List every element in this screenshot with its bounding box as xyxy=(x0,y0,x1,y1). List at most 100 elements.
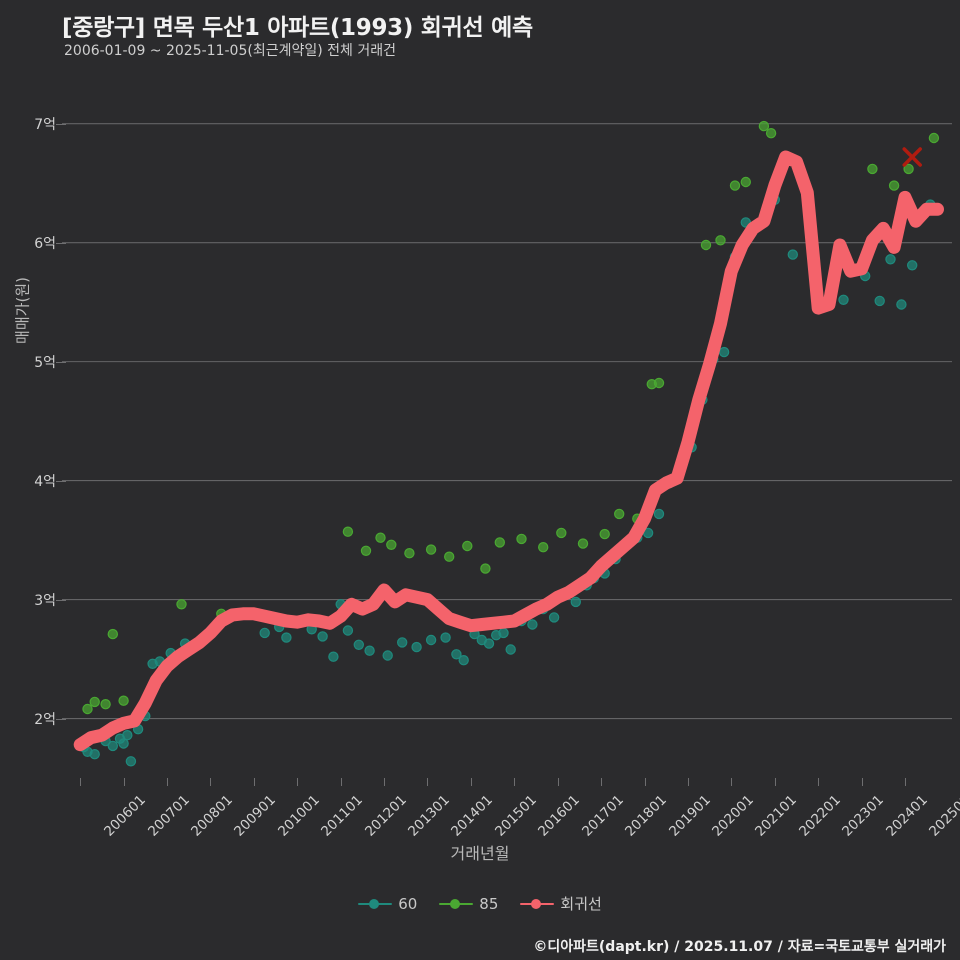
data-point xyxy=(718,346,730,358)
data-point xyxy=(411,641,422,653)
y-tick-mark xyxy=(56,718,66,720)
x-tick-label: 201101 xyxy=(318,792,367,840)
x-tick-label: 201701 xyxy=(578,792,627,840)
x-tick-mark xyxy=(904,778,906,786)
data-point xyxy=(874,295,885,307)
data-point xyxy=(360,545,372,556)
chart-legend: 60 85 회귀선 xyxy=(0,893,960,914)
data-point xyxy=(89,749,100,760)
data-point xyxy=(425,544,437,555)
data-point xyxy=(281,632,292,643)
x-tick-label: 201901 xyxy=(665,792,714,840)
y-tick-mark xyxy=(56,480,66,482)
data-point xyxy=(342,625,354,636)
x-tick-mark xyxy=(253,778,255,786)
data-point xyxy=(328,651,339,662)
x-tick-mark xyxy=(80,778,82,786)
x-tick-label: 200801 xyxy=(188,792,236,840)
data-point xyxy=(700,239,712,251)
plot-area xyxy=(62,88,952,778)
x-tick-mark xyxy=(297,778,299,786)
data-point xyxy=(382,650,393,661)
x-tick-label: 200601 xyxy=(101,792,150,840)
legend-label: 회귀선 xyxy=(560,895,602,913)
outlier-marker xyxy=(902,147,922,167)
data-point xyxy=(867,163,878,175)
data-point xyxy=(653,377,665,389)
data-point xyxy=(715,235,726,246)
x-tick-label: 202501 xyxy=(926,792,960,840)
data-point xyxy=(903,163,914,175)
x-tick-mark xyxy=(861,778,863,786)
y-axis-ticks: 2억 3억 4억 5억 6억 7억 xyxy=(0,88,66,778)
data-point xyxy=(100,699,111,710)
data-point xyxy=(896,299,907,310)
x-tick-label: 201301 xyxy=(405,792,453,840)
data-point xyxy=(342,526,354,537)
x-tick-mark xyxy=(644,778,646,786)
data-point xyxy=(122,730,133,741)
x-tick-mark xyxy=(384,778,386,786)
data-point xyxy=(176,599,187,610)
legend-swatch-icon xyxy=(358,898,393,910)
y-tick-label: 4억 xyxy=(34,473,56,490)
y-tick-label: 5억 xyxy=(34,354,56,371)
data-point xyxy=(89,696,100,708)
data-point xyxy=(425,634,437,646)
data-point xyxy=(364,645,375,656)
page-subtitle: 2006-01-09 ~ 2025-11-05(최근계약일) 전체 거래건 xyxy=(64,43,396,59)
data-point xyxy=(729,180,741,191)
data-point xyxy=(440,632,451,643)
data-point xyxy=(404,548,415,559)
series-회귀선 xyxy=(73,150,944,752)
data-point xyxy=(317,631,328,642)
legend-item-60[interactable]: 60 xyxy=(358,895,417,913)
x-axis-label: 거래년월 xyxy=(450,844,510,863)
x-tick-label: 202301 xyxy=(839,792,888,840)
x-tick-mark xyxy=(470,778,472,786)
legend-label: 85 xyxy=(479,894,499,913)
y-tick-mark xyxy=(56,123,66,125)
data-point xyxy=(82,703,93,715)
data-point xyxy=(599,528,610,540)
data-point xyxy=(577,538,589,549)
x-tick-label: 200701 xyxy=(144,792,193,840)
x-tick-label: 201801 xyxy=(622,792,670,840)
x-tick-mark xyxy=(123,778,125,786)
y-tick-mark xyxy=(56,361,66,363)
data-point xyxy=(498,627,509,639)
x-tick-mark xyxy=(601,778,603,786)
data-point xyxy=(556,527,567,539)
data-point xyxy=(787,249,799,260)
data-point xyxy=(125,756,137,767)
x-tick-label: 201501 xyxy=(491,792,540,840)
legend-item-회귀선[interactable]: 회귀선 xyxy=(520,893,602,914)
legend-swatch-icon xyxy=(439,898,474,910)
y-tick-mark xyxy=(56,242,66,244)
x-axis-ticks: 200601 200701 200801 200901 201001 201101 2012… xyxy=(62,778,960,858)
data-point xyxy=(653,508,665,520)
y-axis-label: 매매가(원) xyxy=(13,277,32,344)
x-tick-label: 201001 xyxy=(274,792,323,840)
page-title: [중랑구] 면목 두산1 아파트(1993) 회귀선 예측 xyxy=(62,15,533,41)
data-point xyxy=(451,649,462,660)
data-point xyxy=(765,128,777,139)
data-point xyxy=(353,639,364,651)
data-point xyxy=(548,612,560,623)
x-tick-mark xyxy=(731,778,733,786)
data-point xyxy=(494,537,505,548)
data-point xyxy=(483,638,495,649)
y-tick-label: 6억 xyxy=(34,235,56,252)
data-point xyxy=(107,740,119,752)
data-point xyxy=(462,540,473,552)
x-tick-mark xyxy=(818,778,820,786)
x-tick-mark xyxy=(210,778,212,786)
x-tick-mark xyxy=(427,778,429,786)
data-point xyxy=(107,628,119,640)
data-point xyxy=(888,180,900,191)
legend-item-85[interactable]: 85 xyxy=(439,895,498,913)
data-point xyxy=(375,532,386,543)
x-tick-label: 202401 xyxy=(882,792,931,840)
data-point xyxy=(570,596,581,608)
